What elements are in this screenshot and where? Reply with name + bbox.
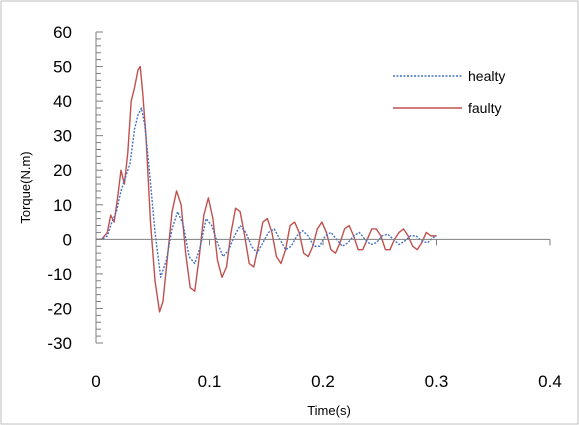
y-tick-label: 10 xyxy=(53,196,72,215)
y-tick-label: 20 xyxy=(53,161,72,180)
x-major-ticks xyxy=(95,239,551,246)
legend-label-faulty: faulty xyxy=(468,100,501,116)
y-tick-labels: 60 50 40 30 20 10 0 -10 -20 -30 xyxy=(47,23,72,353)
x-tick-labels: 0 0.1 0.2 0.3 0.4 xyxy=(91,372,562,391)
y-tick-label: -30 xyxy=(47,334,72,353)
series-layer xyxy=(96,65,437,313)
y-tick-label: 50 xyxy=(53,58,72,77)
series-line-faulty xyxy=(96,65,437,313)
series-line-healty xyxy=(96,107,437,279)
x-tick-label: 0 xyxy=(91,372,100,391)
x-tick-label: 0.1 xyxy=(198,372,222,391)
y-tick-label: 40 xyxy=(53,92,72,111)
y-axis-title: Torque(N.m) xyxy=(18,151,33,223)
y-tick-label: -10 xyxy=(47,265,72,284)
legend-label-healty: healty xyxy=(468,68,505,84)
legend: healty faulty xyxy=(393,68,505,116)
y-minor-ticks xyxy=(96,31,103,344)
x-tick-label: 0.4 xyxy=(538,372,562,391)
x-tick-label: 0.2 xyxy=(311,372,335,391)
x-tick-label: 0.3 xyxy=(425,372,449,391)
y-tick-label: -20 xyxy=(47,299,72,318)
y-tick-label: 0 xyxy=(63,230,72,249)
y-tick-label: 30 xyxy=(53,127,72,146)
y-tick-label: 60 xyxy=(53,23,72,42)
x-axis-title: Time(s) xyxy=(307,403,351,418)
